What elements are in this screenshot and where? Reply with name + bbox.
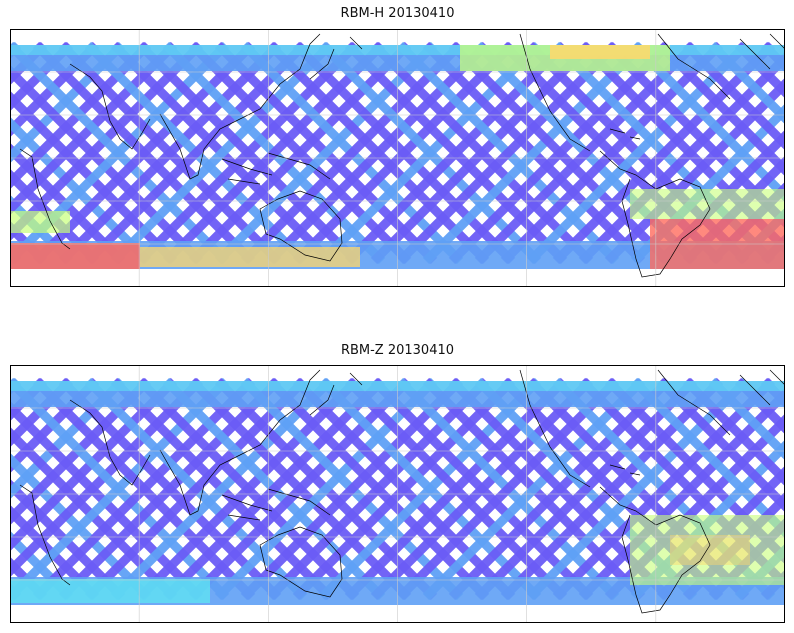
swath-ascending — [734, 377, 785, 435]
swath-descending — [10, 377, 100, 474]
swath-descending — [318, 41, 542, 265]
coastline — [609, 464, 641, 476]
swath-descending — [448, 377, 672, 601]
swath-descending — [10, 41, 74, 112]
swath-descending — [422, 377, 646, 601]
hotspot-north-pacific-core — [550, 45, 650, 59]
swath-descending — [318, 377, 542, 601]
swath-descending — [10, 41, 126, 164]
map-frame — [10, 29, 785, 287]
gridline-layer — [10, 29, 785, 287]
swath-ascending — [682, 41, 785, 151]
gridline-layer — [10, 365, 785, 623]
hotspot-south-america-core — [670, 535, 750, 565]
hotspot-southern-ocean — [140, 247, 360, 267]
swath-descending — [344, 41, 568, 265]
swath-descending — [526, 377, 750, 601]
coastline — [159, 33, 321, 180]
swath-ascending — [10, 530, 74, 601]
swath-descending — [422, 41, 646, 265]
swath-descending — [448, 41, 672, 265]
coastline — [657, 33, 785, 100]
swath-descending — [58, 377, 282, 601]
swath-descending — [188, 41, 412, 265]
hotspot-south-africa — [10, 211, 70, 233]
panel-title-rbm-z: RBM-Z 20130410 — [340, 343, 455, 358]
panel-title-rbm-h: RBM-H 20130410 — [340, 6, 455, 21]
swath-descending — [578, 387, 785, 601]
swath-descending — [552, 377, 776, 601]
swath-descending — [84, 41, 308, 265]
swath-descending — [344, 377, 568, 601]
swath-descending — [474, 41, 698, 265]
swath-descending — [84, 377, 308, 601]
coastline — [221, 488, 331, 521]
swath-descending — [214, 41, 438, 265]
swath-ascending — [10, 452, 152, 601]
swath-descending — [240, 41, 464, 265]
swath-descending — [188, 377, 412, 601]
swath-descending — [500, 377, 724, 601]
swath-ascending — [708, 377, 785, 461]
swath-descending — [10, 41, 100, 138]
swath-ascending — [10, 504, 100, 601]
coastline — [309, 36, 363, 80]
swath-descending — [526, 41, 750, 265]
swath-descending — [552, 41, 776, 265]
swath-descending — [32, 377, 256, 601]
coastline — [221, 152, 331, 185]
coastline — [69, 399, 151, 486]
coastline — [609, 128, 641, 140]
swath-descending — [110, 41, 334, 265]
swath-descending — [604, 77, 785, 265]
swath-descending — [162, 41, 386, 265]
swath-descending — [240, 377, 464, 601]
swath-descending — [396, 377, 620, 601]
swath-descending — [10, 377, 230, 601]
coastline — [599, 150, 711, 278]
swath-descending — [10, 377, 178, 552]
swath-descending — [292, 41, 516, 265]
swath-descending — [292, 377, 516, 601]
swath-ascending — [708, 41, 785, 125]
coastline — [259, 190, 343, 262]
swath-descending — [32, 41, 256, 265]
swath-descending — [110, 377, 334, 601]
coastline — [309, 372, 363, 416]
swath-ascending — [682, 377, 785, 487]
hotspot-southern-ocean — [10, 579, 210, 603]
coastline — [599, 486, 711, 614]
swath-descending — [578, 51, 785, 265]
swath-descending — [10, 377, 74, 448]
hotspot-indian-ocean — [10, 243, 140, 269]
map-frame — [10, 365, 785, 623]
swath-descending — [10, 41, 178, 216]
coastline — [259, 526, 343, 598]
map-panel-rbm-h — [10, 29, 785, 287]
swath-ascending — [734, 41, 785, 99]
swath-descending — [136, 41, 360, 265]
swath-descending — [58, 41, 282, 265]
coastline — [159, 369, 321, 516]
swath-descending — [500, 41, 724, 265]
swath-descending — [10, 377, 152, 526]
swath-descending — [136, 377, 360, 601]
swath-descending — [474, 377, 698, 601]
swath-descending — [162, 377, 386, 601]
swath-descending — [266, 41, 490, 265]
swath-descending — [370, 377, 594, 601]
coastline — [657, 369, 785, 436]
swath-descending — [10, 377, 126, 500]
swath-descending — [10, 41, 152, 190]
swath-descending — [214, 377, 438, 601]
map-panel-rbm-z — [10, 365, 785, 623]
swath-descending — [10, 377, 204, 578]
coastline — [69, 63, 151, 150]
swath-descending — [396, 41, 620, 265]
swath-descending — [370, 41, 594, 265]
swath-descending — [266, 377, 490, 601]
